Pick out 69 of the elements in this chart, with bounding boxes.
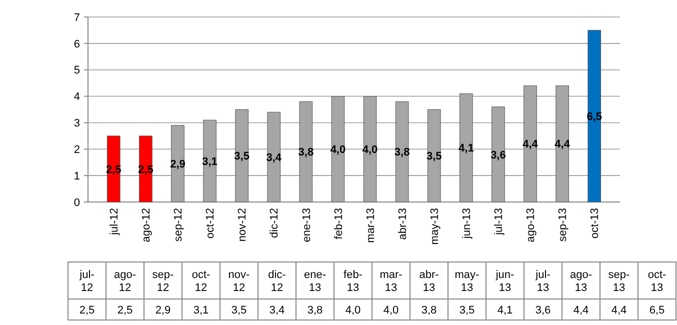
category-label: ago-13 bbox=[570, 268, 592, 294]
y-tick-label: 7 bbox=[74, 12, 80, 24]
y-tick-label: 4 bbox=[74, 91, 80, 104]
data-label: 3,1 bbox=[202, 156, 218, 168]
x-tick-label: sep-13 bbox=[557, 208, 570, 242]
category-label: abr-13 bbox=[419, 268, 439, 294]
x-tick-label: oct-13 bbox=[589, 208, 602, 239]
text: 4,0 bbox=[345, 304, 361, 316]
y-tick-label: 5 bbox=[74, 64, 80, 77]
text: 4,1 bbox=[497, 304, 513, 316]
data-label: 3,8 bbox=[298, 146, 314, 159]
x-tick-label: jul-13 bbox=[493, 208, 506, 236]
data-label: 4,4 bbox=[522, 138, 539, 151]
x-tick-label: ago-12 bbox=[140, 208, 153, 242]
data-label: 3,4 bbox=[266, 152, 282, 164]
text: 3,5 bbox=[231, 304, 247, 316]
category-label: jul-12 bbox=[80, 268, 94, 294]
category-label: sep-13 bbox=[608, 268, 630, 294]
text: 3,4 bbox=[269, 304, 285, 316]
y-tick-label: 3 bbox=[74, 118, 80, 130]
text: 6,5 bbox=[649, 304, 665, 316]
data-label: 2,9 bbox=[170, 158, 186, 171]
category-label: oct-13 bbox=[648, 268, 666, 294]
category-label: ene-13 bbox=[304, 268, 326, 294]
text: 3,6 bbox=[535, 304, 551, 316]
x-tick-label: ene-13 bbox=[300, 208, 313, 242]
text: 3,5 bbox=[459, 304, 475, 316]
x-tick-label: jun-13 bbox=[461, 208, 474, 240]
category-label: sep-12 bbox=[152, 268, 174, 294]
y-tick-label: 0 bbox=[74, 196, 80, 209]
data-label: 3,6 bbox=[490, 149, 506, 162]
x-tick-label: sep-12 bbox=[172, 208, 185, 242]
x-tick-label: may-13 bbox=[428, 208, 441, 245]
data-label: 3,5 bbox=[234, 150, 250, 163]
category-label: dic-12 bbox=[268, 268, 286, 294]
data-label: 3,5 bbox=[426, 150, 442, 163]
data-label: 4,1 bbox=[458, 142, 474, 155]
text: 4,4 bbox=[611, 304, 627, 316]
category-label: nov-12 bbox=[228, 268, 250, 294]
category-label: mar-13 bbox=[380, 268, 402, 294]
data-label: 4,4 bbox=[554, 138, 571, 151]
category-label: jun-13 bbox=[496, 268, 514, 294]
y-tick-label: 6 bbox=[74, 38, 80, 50]
x-tick-label: oct-12 bbox=[204, 208, 217, 239]
x-tick-label: dic-12 bbox=[268, 208, 281, 238]
data-label: 4,0 bbox=[362, 144, 378, 156]
category-label: ago-12 bbox=[114, 268, 136, 294]
y-tick-label: 1 bbox=[74, 170, 80, 182]
text: 2,9 bbox=[155, 304, 171, 316]
text: 4,0 bbox=[383, 304, 399, 316]
category-label: oct-12 bbox=[192, 268, 210, 294]
category-label: may-13 bbox=[454, 268, 480, 294]
data-label: 4,0 bbox=[330, 144, 346, 156]
x-tick-label: nov-12 bbox=[236, 208, 249, 242]
category-label: jul-13 bbox=[536, 268, 550, 294]
x-tick-label: feb-13 bbox=[332, 208, 345, 240]
text: 2,5 bbox=[117, 304, 133, 316]
text: 4,4 bbox=[573, 304, 589, 316]
text: 3,8 bbox=[421, 304, 437, 316]
text: 3,1 bbox=[193, 304, 209, 316]
data-label: 3,8 bbox=[394, 146, 410, 159]
category-label: feb-13 bbox=[344, 268, 362, 294]
x-tick-label: mar-13 bbox=[364, 208, 377, 243]
text: 2,5 bbox=[79, 304, 95, 316]
x-tick-label: abr-13 bbox=[396, 208, 409, 240]
y-tick-label: 2 bbox=[74, 144, 80, 156]
x-tick-label: jul-12 bbox=[108, 208, 120, 236]
x-tick-label: ago-13 bbox=[525, 208, 538, 242]
text: 3,8 bbox=[307, 304, 323, 316]
